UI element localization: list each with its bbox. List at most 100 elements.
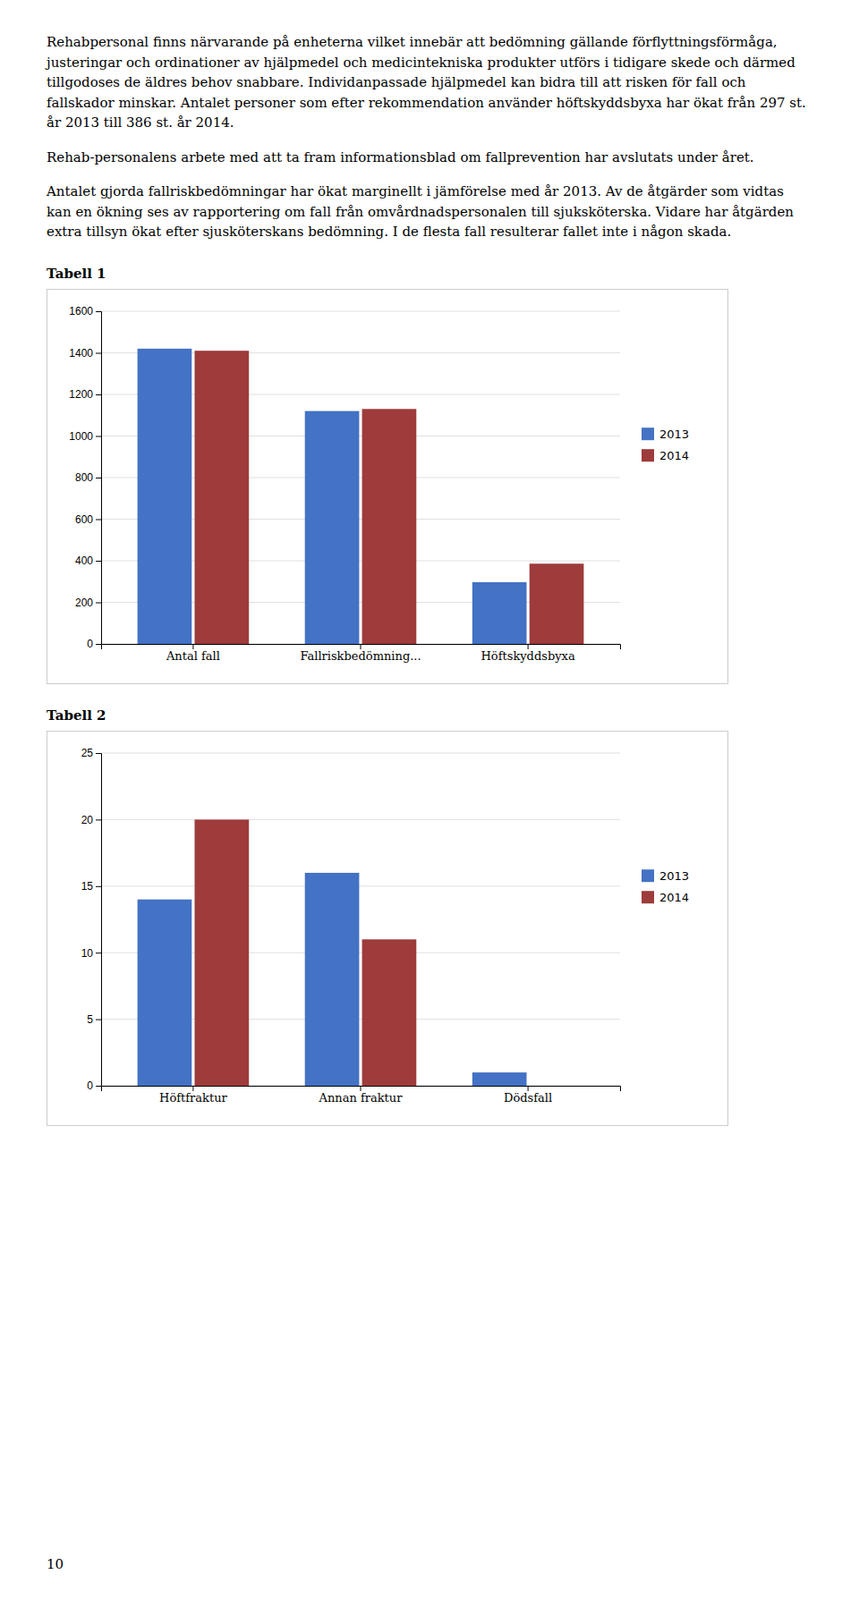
tick-label: 400	[75, 554, 94, 568]
bars	[137, 819, 528, 1087]
tick: 200	[75, 595, 102, 609]
bars	[137, 348, 585, 644]
tick-label: 1000	[68, 429, 94, 443]
tick: 25	[81, 747, 102, 760]
grid	[101, 753, 621, 1087]
tick-label: 1200	[68, 388, 94, 401]
bar	[137, 899, 193, 1086]
plot: 0 200 400 600 800 1000 1200 1400 1600 Antal fall F…	[68, 305, 621, 664]
chart: 0 5 10 15 20 25 Höftfraktur Annan fraktur Dödsfa…	[46, 731, 729, 1127]
tick: Höftskyddsbyxa	[481, 644, 576, 664]
grid-line	[101, 752, 621, 754]
tick-label: 0	[86, 1080, 94, 1093]
chart: 0 200 400 600 800 1000 1200 1400 1600 Antal fall F…	[46, 289, 729, 685]
bar	[362, 408, 417, 645]
tick-label: 1600	[68, 305, 94, 318]
chart-section: Tabell 2 0 5 10 15 20 25 Höftfraktur Annan frakt…	[46, 707, 813, 1127]
grid	[101, 311, 621, 645]
tick: 20	[81, 813, 102, 826]
legend-item: 2013	[641, 426, 689, 441]
chart-title: Tabell 1	[46, 265, 813, 282]
tick-label: 1400	[68, 346, 94, 359]
tick-mark	[527, 644, 529, 650]
tick: Antal fall	[165, 644, 221, 664]
tick-label: Antal fall	[165, 649, 221, 664]
x-axis: Höftfraktur Annan fraktur Dödsfall	[102, 1086, 621, 1106]
legend-label: 2013	[659, 868, 689, 883]
tick-mark	[95, 1019, 102, 1021]
legend: 2013 2014	[641, 426, 689, 462]
tick-mark	[95, 1086, 102, 1088]
chart-section: Tabell 1 0 200 400 600 800 1000 1200 1400 1600 Ant…	[46, 265, 813, 685]
grid-line	[101, 818, 621, 820]
tick-label: Annan fraktur	[318, 1091, 404, 1106]
tick: 1600	[68, 305, 102, 318]
tick-mark	[95, 518, 102, 520]
tick-mark	[192, 1086, 194, 1092]
tick-label: 0	[86, 637, 94, 651]
tick: 5	[86, 1012, 102, 1026]
bar	[472, 1072, 528, 1087]
tick: 0	[86, 637, 102, 651]
bar	[195, 819, 250, 1087]
legend-label: 2014	[659, 448, 689, 462]
tick: 15	[81, 880, 102, 894]
tick-mark	[95, 753, 102, 755]
legend-item: 2014	[641, 890, 689, 904]
tick-mark	[360, 1086, 362, 1092]
tick-label: Dödsfall	[503, 1091, 553, 1106]
tick: Dödsfall	[503, 1086, 553, 1106]
tick-mark	[527, 1086, 529, 1092]
axis-line	[102, 644, 621, 650]
tick-mark	[95, 885, 102, 887]
tick-label: 200	[75, 595, 94, 609]
legend: 2013 2014	[641, 868, 689, 904]
tick-mark	[95, 435, 102, 437]
tick-mark	[95, 352, 102, 354]
paragraph: Rehab-personalens arbete med att ta fram…	[46, 147, 813, 169]
tick-mark	[95, 819, 102, 821]
bar	[529, 1085, 585, 1087]
legend-item: 2014	[641, 448, 689, 462]
tick-label: Höftfraktur	[159, 1091, 228, 1106]
bar	[362, 939, 417, 1087]
tick-mark	[95, 394, 102, 396]
tick-mark	[95, 311, 102, 313]
bar	[195, 350, 250, 645]
bar	[137, 348, 193, 644]
tick: Höftfraktur	[159, 1086, 228, 1106]
tick: 600	[75, 512, 102, 526]
plot: 0 5 10 15 20 25 Höftfraktur Annan fraktur Dödsfa…	[81, 747, 621, 1106]
tick: 10	[81, 946, 102, 960]
bar-series	[195, 350, 585, 645]
tick-mark	[95, 952, 102, 954]
legend-item: 2013	[641, 868, 689, 883]
legend-swatch	[641, 449, 655, 462]
paragraph: Rehabpersonal finns närvarande på enhete…	[46, 32, 813, 134]
tick-label: 600	[75, 512, 94, 526]
axis-line	[95, 753, 103, 1087]
bar	[529, 563, 585, 645]
tick-label: Höftskyddsbyxa	[481, 649, 576, 664]
tick-label: 800	[75, 471, 94, 485]
grid-line	[101, 310, 621, 312]
tick: Fallriskbedömning...	[299, 644, 421, 664]
tick-label: 5	[86, 1012, 94, 1026]
legend-swatch	[641, 869, 655, 883]
tick-mark	[95, 561, 102, 562]
tick-label: 10	[81, 946, 94, 960]
tick: 1200	[68, 388, 102, 401]
chart-title: Tabell 2	[46, 707, 813, 724]
tick-mark	[95, 477, 102, 479]
bar	[305, 872, 360, 1086]
tick-mark	[192, 644, 194, 650]
bar-series	[137, 348, 528, 644]
tick-label: 15	[81, 880, 94, 894]
legend-label: 2013	[659, 426, 689, 441]
tick: 400	[75, 554, 102, 568]
page-number: 10	[46, 1556, 64, 1574]
tick: 1000	[68, 429, 102, 443]
tick: 1400	[68, 346, 102, 359]
tick-label: Fallriskbedömning...	[299, 649, 421, 664]
axis-line	[102, 1086, 621, 1092]
